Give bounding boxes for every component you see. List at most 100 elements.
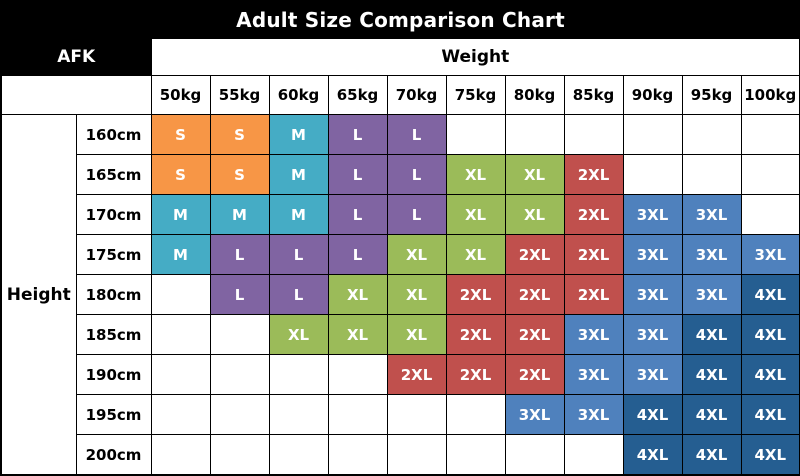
height-row-header: 200cm xyxy=(75,434,152,476)
height-row-header: 190cm xyxy=(75,354,152,396)
title-row: Adult Size Comparison Chart xyxy=(0,0,800,39)
height-row-header: 185cm xyxy=(75,314,152,356)
empty-cell xyxy=(327,434,388,476)
chart-title: Adult Size Comparison Chart xyxy=(0,0,800,39)
empty-cell xyxy=(681,154,742,196)
size-cell: 3XL xyxy=(681,234,742,276)
size-cell: 2XL xyxy=(445,274,506,316)
height-axis-label: Height xyxy=(0,114,77,476)
size-cell: 3XL xyxy=(622,234,683,276)
size-cell: XL xyxy=(386,314,447,356)
empty-cell xyxy=(445,434,506,476)
weight-col-header: 50kg xyxy=(150,75,211,115)
size-cell: 4XL xyxy=(740,314,800,356)
size-cell: 3XL xyxy=(622,314,683,356)
size-cell: 2XL xyxy=(563,154,624,196)
table-row: 180cm L L XL XL 2XL 2XL 2XL 3XL 3XL 4XL xyxy=(1,274,800,316)
weight-col-header: 95kg xyxy=(681,75,742,115)
size-cell: S xyxy=(209,154,270,196)
axis-header-row: AFK Weight xyxy=(0,38,800,76)
empty-cell xyxy=(740,113,800,156)
empty-cell xyxy=(268,434,329,476)
size-cell: XL xyxy=(445,194,506,236)
size-cell: 2XL xyxy=(563,234,624,276)
size-cell: 2XL xyxy=(445,354,506,396)
size-cell: 3XL xyxy=(563,354,624,396)
size-cell: 3XL xyxy=(740,234,800,276)
empty-cell xyxy=(563,434,624,476)
size-cell: XL xyxy=(445,234,506,276)
corner-label: AFK xyxy=(0,38,152,76)
size-cell: 3XL xyxy=(622,274,683,316)
size-cell: L xyxy=(327,113,388,156)
size-cell: L xyxy=(327,154,388,196)
size-cell: 4XL xyxy=(681,354,742,396)
size-cell: 3XL xyxy=(622,194,683,236)
weight-col-header: 75kg xyxy=(445,75,506,115)
size-cell: 2XL xyxy=(504,314,565,356)
table-row: Height 160cm S S M L L xyxy=(0,113,800,476)
size-cell: S xyxy=(150,113,211,156)
empty-cell xyxy=(327,394,388,436)
size-cell: 4XL xyxy=(740,394,800,436)
size-cell: L xyxy=(386,113,447,156)
empty-cell xyxy=(209,314,270,356)
empty-cell xyxy=(150,314,211,356)
empty-cell xyxy=(209,354,270,396)
size-cell: 2XL xyxy=(504,354,565,396)
size-cell: L xyxy=(268,234,329,276)
size-cell: 4XL xyxy=(740,434,800,476)
size-cell: 4XL xyxy=(622,434,683,476)
height-row-header: 195cm xyxy=(75,394,152,436)
table-header: Adult Size Comparison Chart AFK Weight 5… xyxy=(0,0,800,115)
weight-col-header: 70kg xyxy=(386,75,447,115)
size-cell: 2XL xyxy=(563,274,624,316)
weight-col-header: 100kg xyxy=(740,75,800,115)
size-cell: XL xyxy=(445,154,506,196)
size-cell: M xyxy=(209,194,270,236)
size-cell: L xyxy=(386,154,447,196)
table-row: 190cm 2XL 2XL 2XL 3XL 3XL 4XL 4XL xyxy=(1,354,800,396)
size-cell: 2XL xyxy=(386,354,447,396)
empty-cell xyxy=(209,394,270,436)
size-cell: M xyxy=(268,113,329,156)
size-cell: XL xyxy=(327,314,388,356)
empty-cell xyxy=(150,434,211,476)
empty-cell xyxy=(150,354,211,396)
table-row: 195cm 3XL 3XL 4XL 4XL 4XL xyxy=(1,394,800,436)
size-cell: L xyxy=(386,194,447,236)
size-table-body: Height 160cm S S M L L 165cm S S M L L XL XL 2XL 170cm M M… xyxy=(0,113,800,476)
empty-cell xyxy=(445,394,506,436)
size-cell: 4XL xyxy=(740,274,800,316)
size-cell: 4XL xyxy=(740,354,800,396)
height-row-header: 180cm xyxy=(75,274,152,316)
empty-cell xyxy=(445,113,506,156)
size-cell: 2XL xyxy=(504,274,565,316)
size-cell: 4XL xyxy=(681,434,742,476)
weight-col-header: 85kg xyxy=(563,75,624,115)
weight-col-header: 55kg xyxy=(209,75,270,115)
empty-cell xyxy=(150,394,211,436)
table-row: 165cm S S M L L XL XL 2XL xyxy=(1,154,800,196)
size-cell: XL xyxy=(327,274,388,316)
empty-cell xyxy=(563,113,624,156)
empty-cell xyxy=(681,113,742,156)
empty-cell xyxy=(504,113,565,156)
blank-corner-cell xyxy=(0,75,152,115)
size-cell: XL xyxy=(268,314,329,356)
size-cell: 3XL xyxy=(681,274,742,316)
empty-cell xyxy=(740,194,800,236)
size-cell: 2XL xyxy=(563,194,624,236)
table-row: 200cm 4XL 4XL 4XL xyxy=(1,434,800,476)
size-cell: 3XL xyxy=(622,354,683,396)
size-cell: 4XL xyxy=(622,394,683,436)
size-cell: S xyxy=(209,113,270,156)
empty-cell xyxy=(622,113,683,156)
table-row: 175cm M L L L XL XL 2XL 2XL 3XL 3XL 3XL xyxy=(1,234,800,276)
size-cell: 4XL xyxy=(681,394,742,436)
size-cell: 3XL xyxy=(504,394,565,436)
empty-cell xyxy=(740,154,800,196)
weight-col-header: 90kg xyxy=(622,75,683,115)
table-row: 185cm XL XL XL 2XL 2XL 3XL 3XL 4XL 4XL xyxy=(1,314,800,356)
size-cell: XL xyxy=(504,154,565,196)
